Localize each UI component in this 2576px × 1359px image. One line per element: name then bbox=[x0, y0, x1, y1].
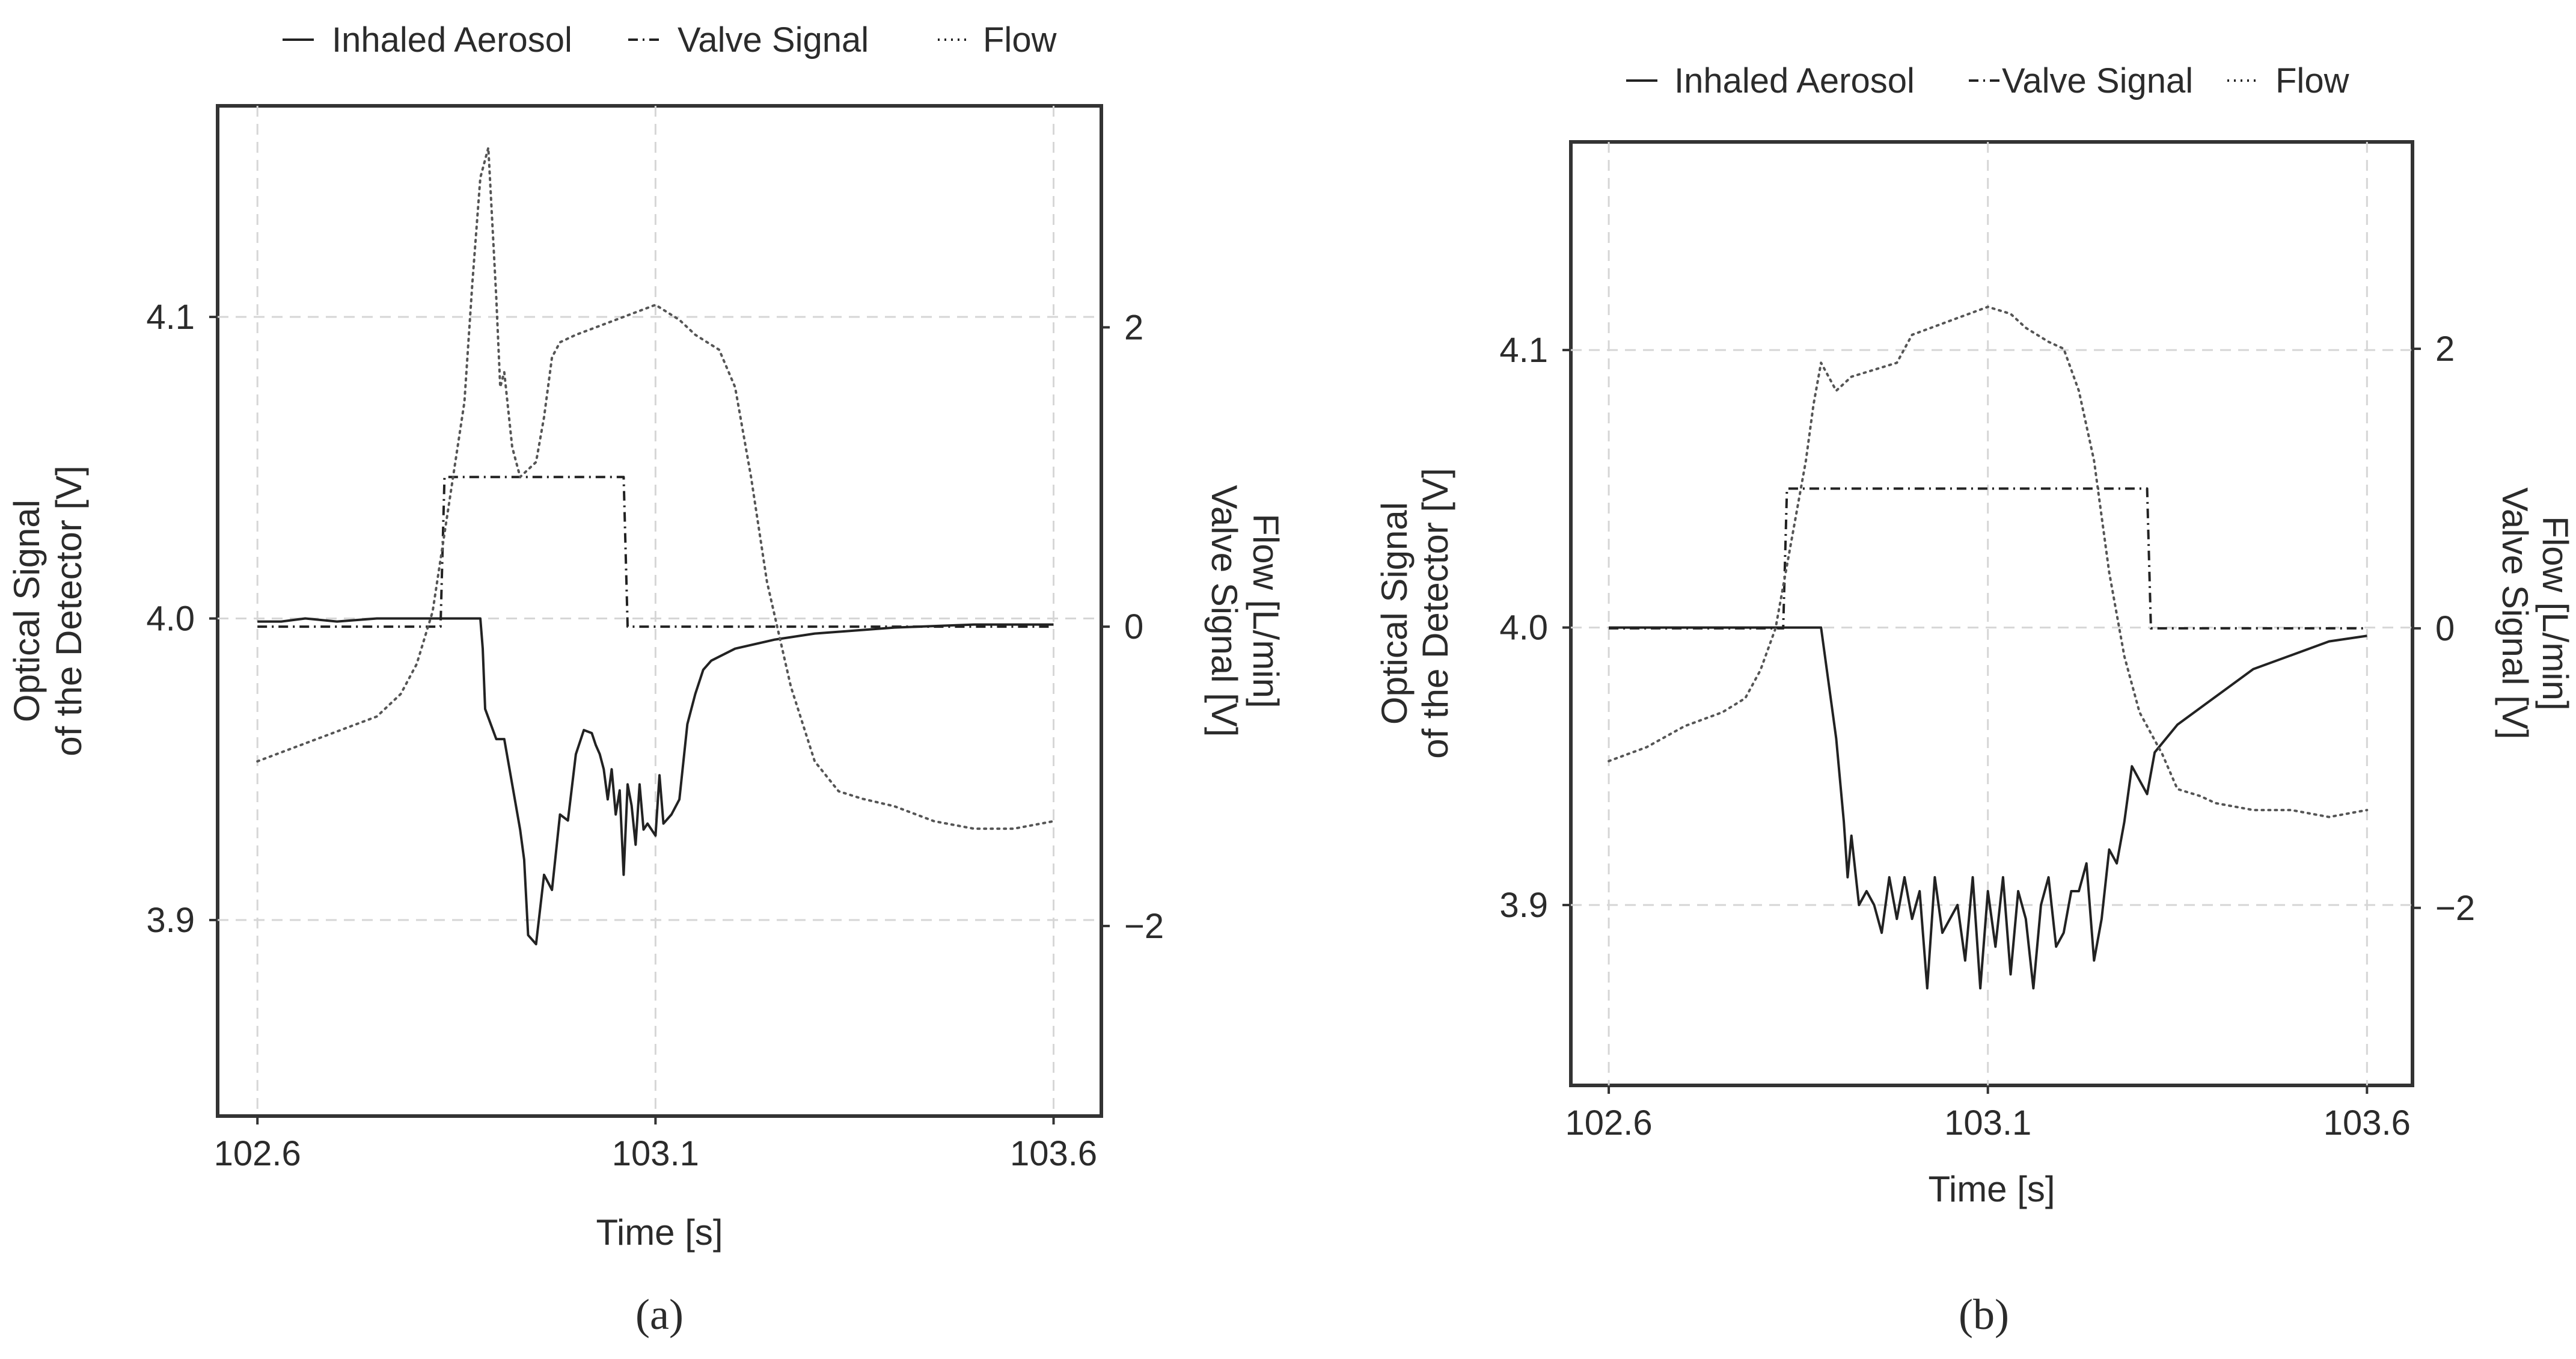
series-flow bbox=[256, 146, 1055, 830]
panel-a-ticks: 102.6 103.1 103.6 3.9 4.0 4.1 −2 0 2 bbox=[146, 298, 1164, 1173]
x-tick-label: 102.6 bbox=[214, 1134, 301, 1173]
panel-a-grid bbox=[218, 106, 1101, 1116]
panel-a-x-axis-title: Time [s] bbox=[596, 1212, 723, 1253]
y-right-tick-label: 2 bbox=[2435, 330, 2455, 369]
x-tick-label: 103.1 bbox=[1944, 1103, 2031, 1143]
panel-a-left-axis-title-line-2: of the Detector [V] bbox=[49, 465, 89, 756]
panel-a: 102.6 103.1 103.6 3.9 4.0 4.1 −2 0 2 Inhaled Aer… bbox=[7, 20, 1286, 1339]
series-valve-signal bbox=[1609, 487, 2367, 630]
y-left-tick-label: 3.9 bbox=[1499, 886, 1548, 925]
y-left-tick-label: 4.0 bbox=[146, 600, 195, 639]
panel-b-caption: (b) bbox=[1959, 1290, 2009, 1339]
legend-label-inhaled-aerosol: Inhaled Aerosol bbox=[332, 20, 572, 60]
panel-a-right-axis-title: Flow [L/min] Valve Signal [V] bbox=[1204, 485, 1286, 737]
panel-b-series bbox=[1608, 305, 2369, 990]
y-right-tick-label: −2 bbox=[1124, 907, 1164, 946]
panel-b-ticks: 102.6 103.1 103.6 3.9 4.0 4.1 −2 0 2 bbox=[1499, 330, 2475, 1143]
legend-label-valve-signal: Valve Signal bbox=[2002, 61, 2193, 100]
y-left-tick-label: 4.1 bbox=[1499, 331, 1548, 370]
panel-b-right-axis-title: Flow [L/min] Valve Signal [V] bbox=[2495, 487, 2575, 739]
series-inhaled-aerosol bbox=[1609, 626, 2367, 990]
x-tick-label: 103.6 bbox=[2324, 1103, 2411, 1143]
y-right-tick-label: 0 bbox=[1124, 607, 1143, 646]
legend-label-flow: Flow bbox=[983, 20, 1057, 60]
panel-b-legend: Inhaled Aerosol Valve Signal Flow bbox=[1626, 61, 2350, 100]
panel-b-x-axis-title: Time [s] bbox=[1928, 1169, 2055, 1209]
panel-a-right-axis-title-line-1: Flow [L/min] bbox=[1246, 514, 1286, 708]
x-tick-label: 102.6 bbox=[1565, 1103, 1652, 1143]
y-right-tick-label: 0 bbox=[2435, 609, 2455, 648]
panel-b-right-axis-title-line-1: Flow [L/min] bbox=[2535, 516, 2575, 710]
y-left-tick-label: 4.1 bbox=[146, 298, 195, 337]
panel-b-left-axis-title: Optical Signal of the Detector [V] bbox=[1374, 468, 1455, 759]
series-valve-signal bbox=[257, 476, 1054, 628]
series-flow bbox=[1608, 305, 2369, 818]
panel-a-series bbox=[256, 146, 1055, 946]
panel-a-caption: (a) bbox=[635, 1290, 684, 1339]
legend-label-flow: Flow bbox=[2275, 61, 2350, 100]
panel-a-legend: Inhaled Aerosol Valve Signal Flow bbox=[283, 20, 1057, 60]
x-tick-label: 103.6 bbox=[1010, 1134, 1097, 1173]
y-left-tick-label: 4.0 bbox=[1499, 609, 1548, 648]
panel-a-left-axis-title: Optical Signal of the Detector [V] bbox=[7, 465, 89, 756]
panel-b-left-axis-title-line-2: of the Detector [V] bbox=[1415, 468, 1455, 759]
panel-b-grid bbox=[1571, 142, 2412, 1085]
y-right-tick-label: −2 bbox=[2435, 889, 2475, 928]
y-right-tick-label: 2 bbox=[1124, 308, 1143, 347]
y-left-tick-label: 3.9 bbox=[146, 901, 195, 940]
panel-b-plot-frame bbox=[1569, 140, 2414, 1087]
panel-b-right-axis-title-line-2: Valve Signal [V] bbox=[2495, 487, 2535, 739]
x-tick-label: 103.1 bbox=[612, 1134, 699, 1173]
panel-b: 102.6 103.1 103.6 3.9 4.0 4.1 −2 0 2 Inhaled Aer… bbox=[1374, 61, 2575, 1339]
series-inhaled-aerosol bbox=[257, 617, 1054, 946]
legend-label-inhaled-aerosol: Inhaled Aerosol bbox=[1674, 61, 1915, 100]
legend-label-valve-signal: Valve Signal bbox=[678, 20, 869, 60]
panel-a-right-axis-title-line-2: Valve Signal [V] bbox=[1204, 485, 1244, 737]
panel-a-plot-frame bbox=[216, 104, 1103, 1118]
panel-a-left-axis-title-line-1: Optical Signal bbox=[7, 500, 47, 722]
panel-b-left-axis-title-line-1: Optical Signal bbox=[1374, 502, 1415, 725]
